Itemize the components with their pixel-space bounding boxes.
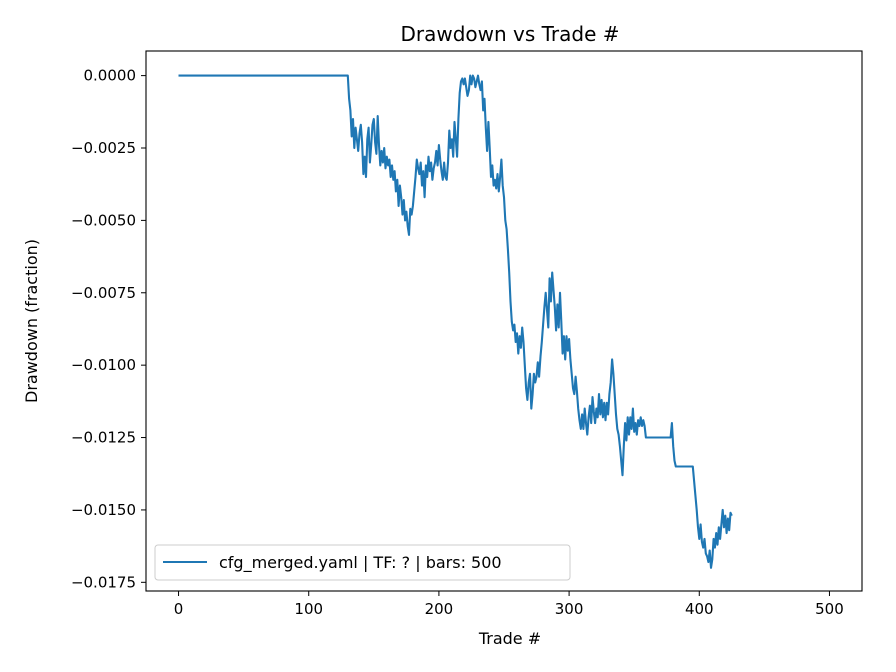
plot-frame — [145, 50, 863, 592]
chart-title: Drawdown vs Trade # — [400, 22, 619, 46]
y-tick-label: −0.0025 — [71, 139, 136, 157]
x-tick-label: 0 — [174, 600, 184, 618]
y-axis: 0.0000 −0.0025 −0.0050 −0.0075 −0.0100 −0.012… — [71, 67, 146, 591]
y-tick-label: −0.0050 — [71, 211, 136, 229]
x-tick-label: 200 — [425, 600, 454, 618]
y-tick-label: −0.0150 — [71, 501, 136, 519]
y-tick-label: −0.0175 — [71, 573, 136, 591]
x-tick-label: 500 — [815, 600, 844, 618]
legend: cfg_merged.yaml | TF: ? | bars: 500 — [154, 544, 571, 581]
x-tick-label: 100 — [294, 600, 323, 618]
y-axis-label: Drawdown (fraction) — [22, 239, 41, 403]
y-tick-label: −0.0125 — [71, 429, 136, 447]
plot-axes: 0 100 200 300 400 500 0.0000 −0.0025 −0.0050 −0.… — [71, 50, 863, 618]
y-tick-label: 0.0000 — [84, 67, 137, 85]
y-tick-label: −0.0075 — [71, 284, 136, 302]
x-axis: 0 100 200 300 400 500 — [174, 591, 844, 618]
x-tick-label: 300 — [555, 600, 584, 618]
drawdown-series-line — [178, 74, 733, 569]
x-axis-label: Trade # — [478, 629, 541, 648]
x-tick-label: 400 — [685, 600, 714, 618]
legend-entry-label: cfg_merged.yaml | TF: ? | bars: 500 — [219, 553, 502, 573]
y-tick-label: −0.0100 — [71, 356, 136, 374]
legend-box — [154, 544, 571, 581]
